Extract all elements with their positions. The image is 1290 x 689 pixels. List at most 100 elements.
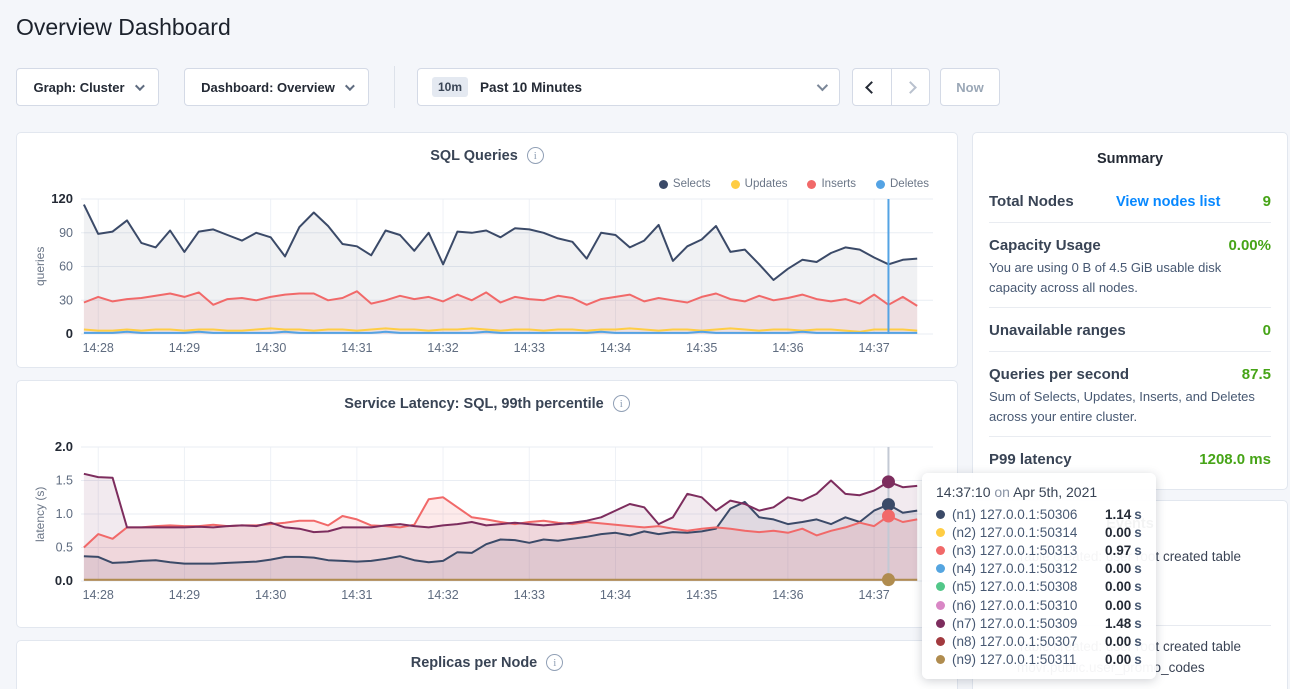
total-nodes-value: 9 [1262,193,1271,210]
time-range-badge: 10m [432,77,469,97]
tooltip-node-row: (n2) 127.0.0.1:50314 0.00 s [936,523,1142,541]
svg-text:14:36: 14:36 [772,588,803,602]
summary-row-capacity: Capacity Usage 0.00% [989,222,1271,266]
svg-text:2.0: 2.0 [55,439,73,454]
node-dot-icon [936,618,945,628]
dashboard-dropdown-label: Dashboard: Overview [201,79,335,95]
unavailable-ranges-value: 0 [1262,322,1271,339]
svg-text:30: 30 [59,293,73,307]
svg-text:14:37: 14:37 [858,341,889,355]
svg-text:90: 90 [59,226,73,240]
svg-text:14:33: 14:33 [514,588,545,602]
selects-dot-icon [658,179,668,189]
svg-text:14:35: 14:35 [686,341,717,355]
updates-dot-icon [730,179,740,189]
svg-text:14:28: 14:28 [83,588,114,602]
info-icon[interactable]: i [526,147,544,164]
legend-item-updates[interactable]: Updates [730,178,787,190]
chevron-down-icon [816,79,829,92]
summary-panel: Summary Total Nodes View nodes list 9 Ca… [972,132,1288,490]
svg-text:1.0: 1.0 [56,507,73,521]
sql-queries-title: SQL Queries [430,147,518,164]
qps-value: 87.5 [1241,366,1271,383]
page-title: Overview Dashboard [16,14,231,40]
qps-subtext: Sum of Selects, Updates, Inserts, and De… [989,389,1255,424]
tooltip-timestamp: 14:37:10 on Apr 5th, 2021 [936,484,1098,500]
now-button[interactable]: Now [940,68,1000,106]
chevron-down-icon [344,80,355,91]
tooltip-node-row: (n6) 127.0.0.1:50310 0.00 s [936,596,1142,614]
svg-text:14:35: 14:35 [686,588,717,602]
svg-text:14:36: 14:36 [772,341,803,355]
tooltip-node-row: (n3) 127.0.0.1:50313 0.97 s [936,541,1142,559]
node-dot-icon [936,655,945,665]
svg-text:14:31: 14:31 [341,341,372,355]
svg-text:14:33: 14:33 [514,341,545,355]
node-dot-icon [936,600,945,610]
svg-text:14:28: 14:28 [83,341,114,355]
svg-text:1.5: 1.5 [56,474,73,488]
deletes-dot-icon [876,179,885,189]
info-icon[interactable]: i [612,395,630,412]
prev-time-button[interactable] [853,69,891,105]
summary-row-qps: Queries per second 87.5 [989,351,1271,395]
sql-queries-card: SQL Queries i Selects Updates Inserts De… [16,132,958,368]
tooltip-node-row: (n8) 127.0.0.1:50307 0.00 s [936,632,1142,650]
summary-row-total-nodes: Total Nodes View nodes list 9 [989,193,1271,210]
svg-text:14:31: 14:31 [341,588,372,602]
node-dot-icon [936,509,945,519]
legend-item-selects[interactable]: Selects [658,178,711,190]
toolbar-divider [394,66,395,108]
service-latency-title: Service Latency: SQL, 99th percentile [344,395,604,412]
svg-text:0.0: 0.0 [55,573,73,588]
replicas-per-node-card: Replicas per Node i [16,640,958,689]
summary-title: Summary [1096,151,1164,167]
node-dot-icon [936,564,945,574]
inserts-dot-icon [807,179,817,189]
time-range-picker[interactable]: 10m Past 10 Minutes [417,68,840,106]
sql-queries-chart[interactable]: 14:28 14:29 14:30 14:31 14:32 14:33 14:34 14:35… [17,133,959,369]
svg-text:14:30: 14:30 [255,588,286,602]
capacity-usage-subtext: You are using 0 B of 4.5 GiB usable disk… [989,260,1222,295]
graph-dropdown[interactable]: Graph: Cluster [16,68,159,106]
chevron-right-icon [903,80,917,94]
svg-text:120: 120 [51,191,73,206]
next-time-button[interactable] [890,69,930,105]
svg-text:14:37: 14:37 [858,588,889,602]
view-nodes-list-link[interactable]: View nodes list [1115,194,1221,210]
replicas-per-node-title: Replicas per Node [410,654,538,671]
legend-item-inserts[interactable]: Inserts [807,178,856,190]
tooltip-node-row: (n5) 127.0.0.1:50308 0.00 s [936,578,1142,596]
chevron-left-icon [865,80,879,94]
node-dot-icon [936,636,945,646]
svg-text:14:29: 14:29 [169,588,200,602]
tooltip-node-row: (n7) 127.0.0.1:50309 1.48 s [936,614,1142,632]
node-dot-icon [936,545,945,555]
svg-text:14:34: 14:34 [600,588,631,602]
svg-text:0.5: 0.5 [56,541,73,555]
svg-text:60: 60 [59,260,73,274]
tooltip-node-row: (n4) 127.0.0.1:50312 0.00 s [936,560,1142,578]
chart-hover-tooltip: 14:37:10 on Apr 5th, 2021 (n1) 127.0.0.1… [922,473,1156,679]
dashboard-dropdown[interactable]: Dashboard: Overview [184,68,369,106]
chevron-down-icon [134,80,145,91]
info-icon[interactable]: i [546,654,564,671]
tooltip-node-row: (n1) 127.0.0.1:50306 1.14 s [936,505,1142,523]
p99-latency-value: 1208.0 ms [1199,451,1271,468]
graph-dropdown-label: Graph: Cluster [33,79,125,95]
svg-text:14:34: 14:34 [600,341,631,355]
svg-text:14:32: 14:32 [427,588,458,602]
summary-row-unavailable-ranges: Unavailable ranges 0 [989,307,1271,351]
service-latency-chart[interactable]: 14:28 14:29 14:30 14:31 14:32 14:33 14:34 14:35… [17,381,959,629]
sql-queries-legend: Selects Updates Inserts Deletes [658,178,929,190]
node-dot-icon [936,527,945,537]
tooltip-node-row: (n9) 127.0.0.1:50311 0.00 s [936,651,1142,669]
svg-text:14:32: 14:32 [427,341,458,355]
legend-item-deletes[interactable]: Deletes [876,178,929,190]
svg-text:14:30: 14:30 [255,341,286,355]
svg-text:14:29: 14:29 [169,341,200,355]
time-range-label: Past 10 Minutes [480,79,583,95]
svg-text:0: 0 [66,326,73,341]
summary-row-p99: P99 latency 1208.0 ms [989,436,1271,480]
